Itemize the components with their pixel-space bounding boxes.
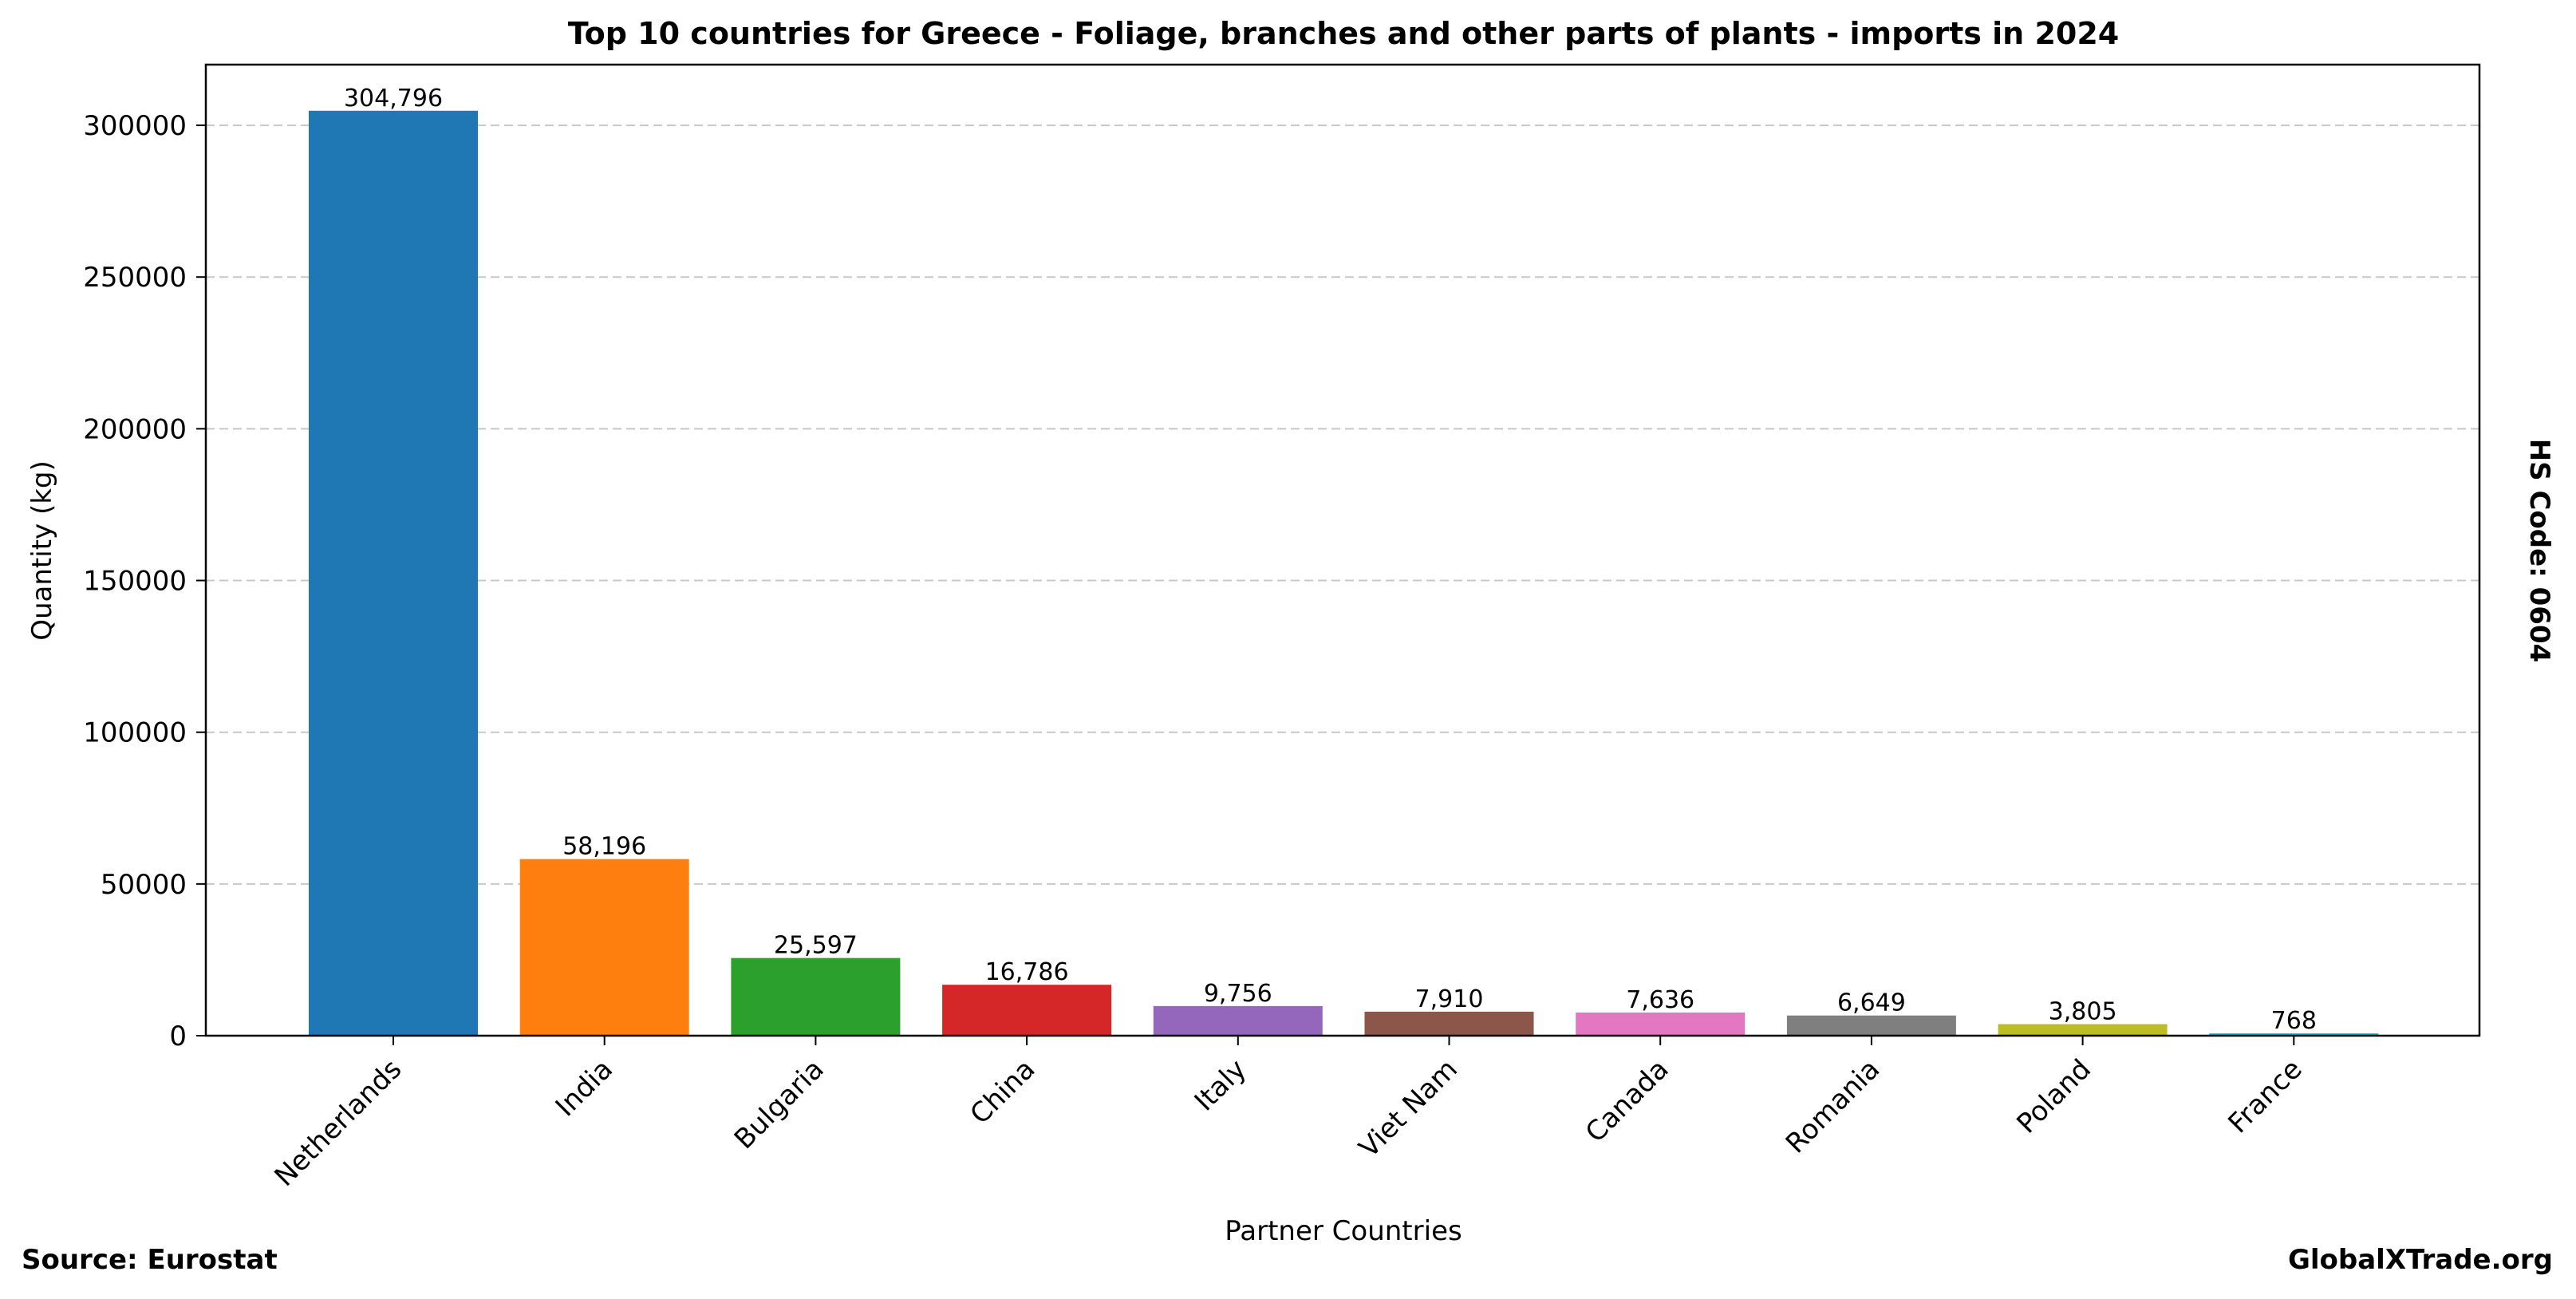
bar-viet-nam [1364,1011,1534,1036]
source-label: Source: Eurostat [22,1244,278,1276]
y-tick-label: 150000 [83,566,187,598]
bar-india [519,859,689,1036]
value-labels: 304,796 58,196 25,597 16,786 9,756 7,910 7,636… [344,85,2317,1035]
bar-value-label: 7,910 [1415,985,1484,1013]
y-tick-label: 100000 [83,717,187,749]
bar-bulgaria [731,957,901,1036]
bar-value-label: 16,786 [985,958,1069,986]
bar-value-label: 7,636 [1626,986,1694,1014]
y-tick-label: 300000 [83,110,187,142]
y-tick-label: 50000 [101,869,187,901]
bar-value-label: 25,597 [774,932,858,960]
bar-france [2209,1033,2379,1036]
y-axis-ticks: 0 50000 100000 150000 200000 250000 300000 [83,110,206,1052]
y-tick-label: 200000 [83,413,187,445]
bar-canada [1576,1012,1746,1036]
hs-code-label: HS Code: 0604 [2523,439,2555,663]
bar-value-label: 6,649 [1837,989,1906,1017]
bar-value-label: 304,796 [344,85,443,113]
bar-italy [1153,1005,1323,1036]
bar-netherlands [309,110,478,1036]
bar-poland [1998,1024,2168,1036]
bar-value-label: 768 [2271,1007,2317,1035]
y-tick-label: 0 [169,1021,187,1052]
bar-value-label: 58,196 [562,833,646,861]
bar-china [942,985,1112,1036]
bar-romania [1786,1015,1956,1036]
bar-value-label: 3,805 [2049,998,2117,1026]
bar-value-label: 9,756 [1204,980,1272,1008]
brand-label: GlobalXTrade.org [2288,1244,2553,1276]
y-axis-label: Quantity (kg) [26,460,58,641]
axes-frame [204,63,2481,1037]
chart-title: Top 10 countries for Greece - Foliage, b… [568,16,2119,51]
y-tick-label: 250000 [83,262,187,294]
bars [309,110,2379,1036]
x-axis-label: Partner Countries [1225,1215,1462,1247]
